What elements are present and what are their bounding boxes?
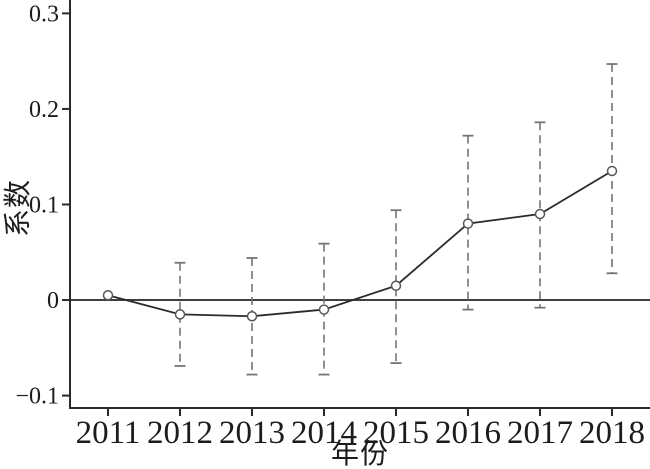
- y-tick-label: 0: [47, 288, 59, 314]
- data-point-marker: [390, 280, 402, 291]
- x-tick-label: 2015: [363, 415, 429, 451]
- data-point-marker: [174, 309, 186, 320]
- data-point-marker: [246, 311, 258, 322]
- x-tick-label: 2012: [147, 415, 213, 451]
- data-point-marker: [102, 290, 114, 301]
- series-line: [107, 170, 613, 318]
- data-point-marker: [534, 208, 546, 220]
- y-tick-label: 0.1: [29, 192, 59, 218]
- y-tick-label: 0.3: [29, 1, 59, 27]
- data-point-marker: [606, 165, 618, 177]
- x-axis-label: 年份: [330, 439, 389, 469]
- x-tick-label: 2017: [507, 415, 573, 451]
- y-tick-label: 0.2: [29, 97, 59, 123]
- y-axis-label: 系数: [3, 178, 34, 238]
- x-tick-label: 2013: [219, 415, 285, 451]
- x-tick-label: 2016: [435, 415, 501, 451]
- x-tick-label: 2014: [291, 415, 357, 451]
- data-point-marker: [462, 218, 474, 229]
- x-tick-label: 2018: [579, 415, 645, 451]
- data-point-marker: [318, 304, 330, 315]
- x-tick-label: 2011: [76, 415, 141, 451]
- y-tick-label: −0.1: [15, 384, 59, 410]
